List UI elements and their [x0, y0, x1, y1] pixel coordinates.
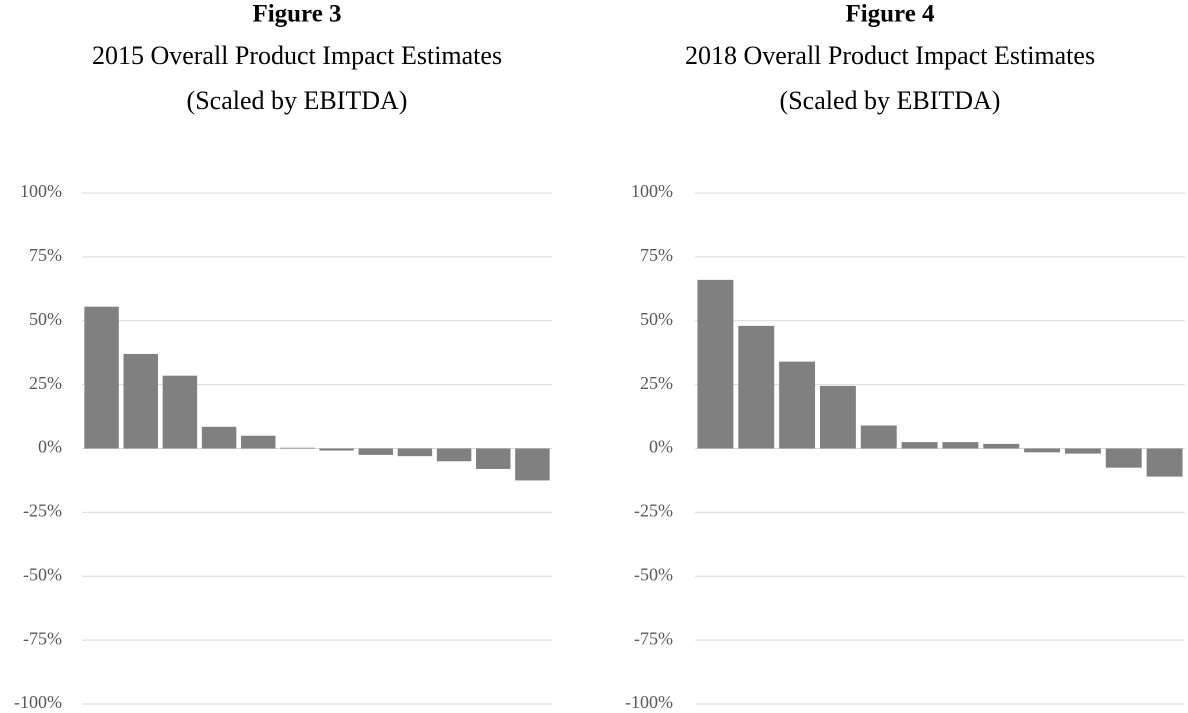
bar — [779, 361, 816, 449]
bar — [162, 375, 198, 449]
chart-subtitle: 2015 Overall Product Impact Estimates — [92, 41, 502, 70]
bar — [860, 425, 897, 449]
bar — [201, 426, 237, 449]
bar — [397, 448, 433, 457]
y-tick-label: -25% — [634, 501, 673, 521]
bar — [1146, 448, 1183, 477]
y-tick-label: -50% — [23, 564, 62, 584]
bar — [901, 442, 938, 449]
bar — [358, 448, 393, 455]
bar — [241, 435, 276, 449]
bar — [319, 448, 354, 451]
y-tick-label: 0% — [649, 437, 673, 457]
y-tick-label: -75% — [634, 628, 673, 648]
bar — [1105, 448, 1142, 468]
y-tick-label: -75% — [23, 628, 62, 648]
chart-subtitle: 2018 Overall Product Impact Estimates — [685, 41, 1095, 70]
bar — [983, 443, 1020, 449]
y-tick-label: -25% — [23, 501, 62, 521]
bar — [738, 325, 775, 449]
bar — [84, 306, 119, 449]
bar — [697, 279, 734, 449]
y-tick-label: 25% — [640, 373, 673, 393]
y-tick-label: -100% — [625, 692, 673, 712]
bar — [280, 447, 315, 449]
bar — [1024, 448, 1061, 453]
bar — [476, 448, 511, 469]
bar — [436, 448, 472, 462]
y-tick-label: 50% — [29, 309, 62, 329]
chart-subtitle: (Scaled by EBITDA) — [187, 86, 408, 115]
bar — [819, 385, 856, 449]
bar — [515, 448, 550, 481]
chart-title: Figure 4 — [845, 1, 935, 28]
chart-title: Figure 3 — [252, 1, 341, 28]
y-tick-label: 100% — [631, 181, 673, 201]
y-tick-label: 25% — [29, 373, 62, 393]
y-tick-label: 100% — [20, 181, 62, 201]
y-tick-label: 50% — [640, 309, 673, 329]
chart-subtitle: (Scaled by EBITDA) — [780, 86, 1001, 115]
bar — [942, 442, 979, 449]
y-tick-label: 75% — [29, 245, 62, 265]
y-tick-label: -50% — [634, 564, 673, 584]
bar — [123, 353, 158, 449]
y-tick-label: 75% — [640, 245, 673, 265]
bar — [1064, 448, 1101, 454]
y-tick-label: -100% — [14, 692, 62, 712]
y-tick-label: 0% — [38, 437, 62, 457]
